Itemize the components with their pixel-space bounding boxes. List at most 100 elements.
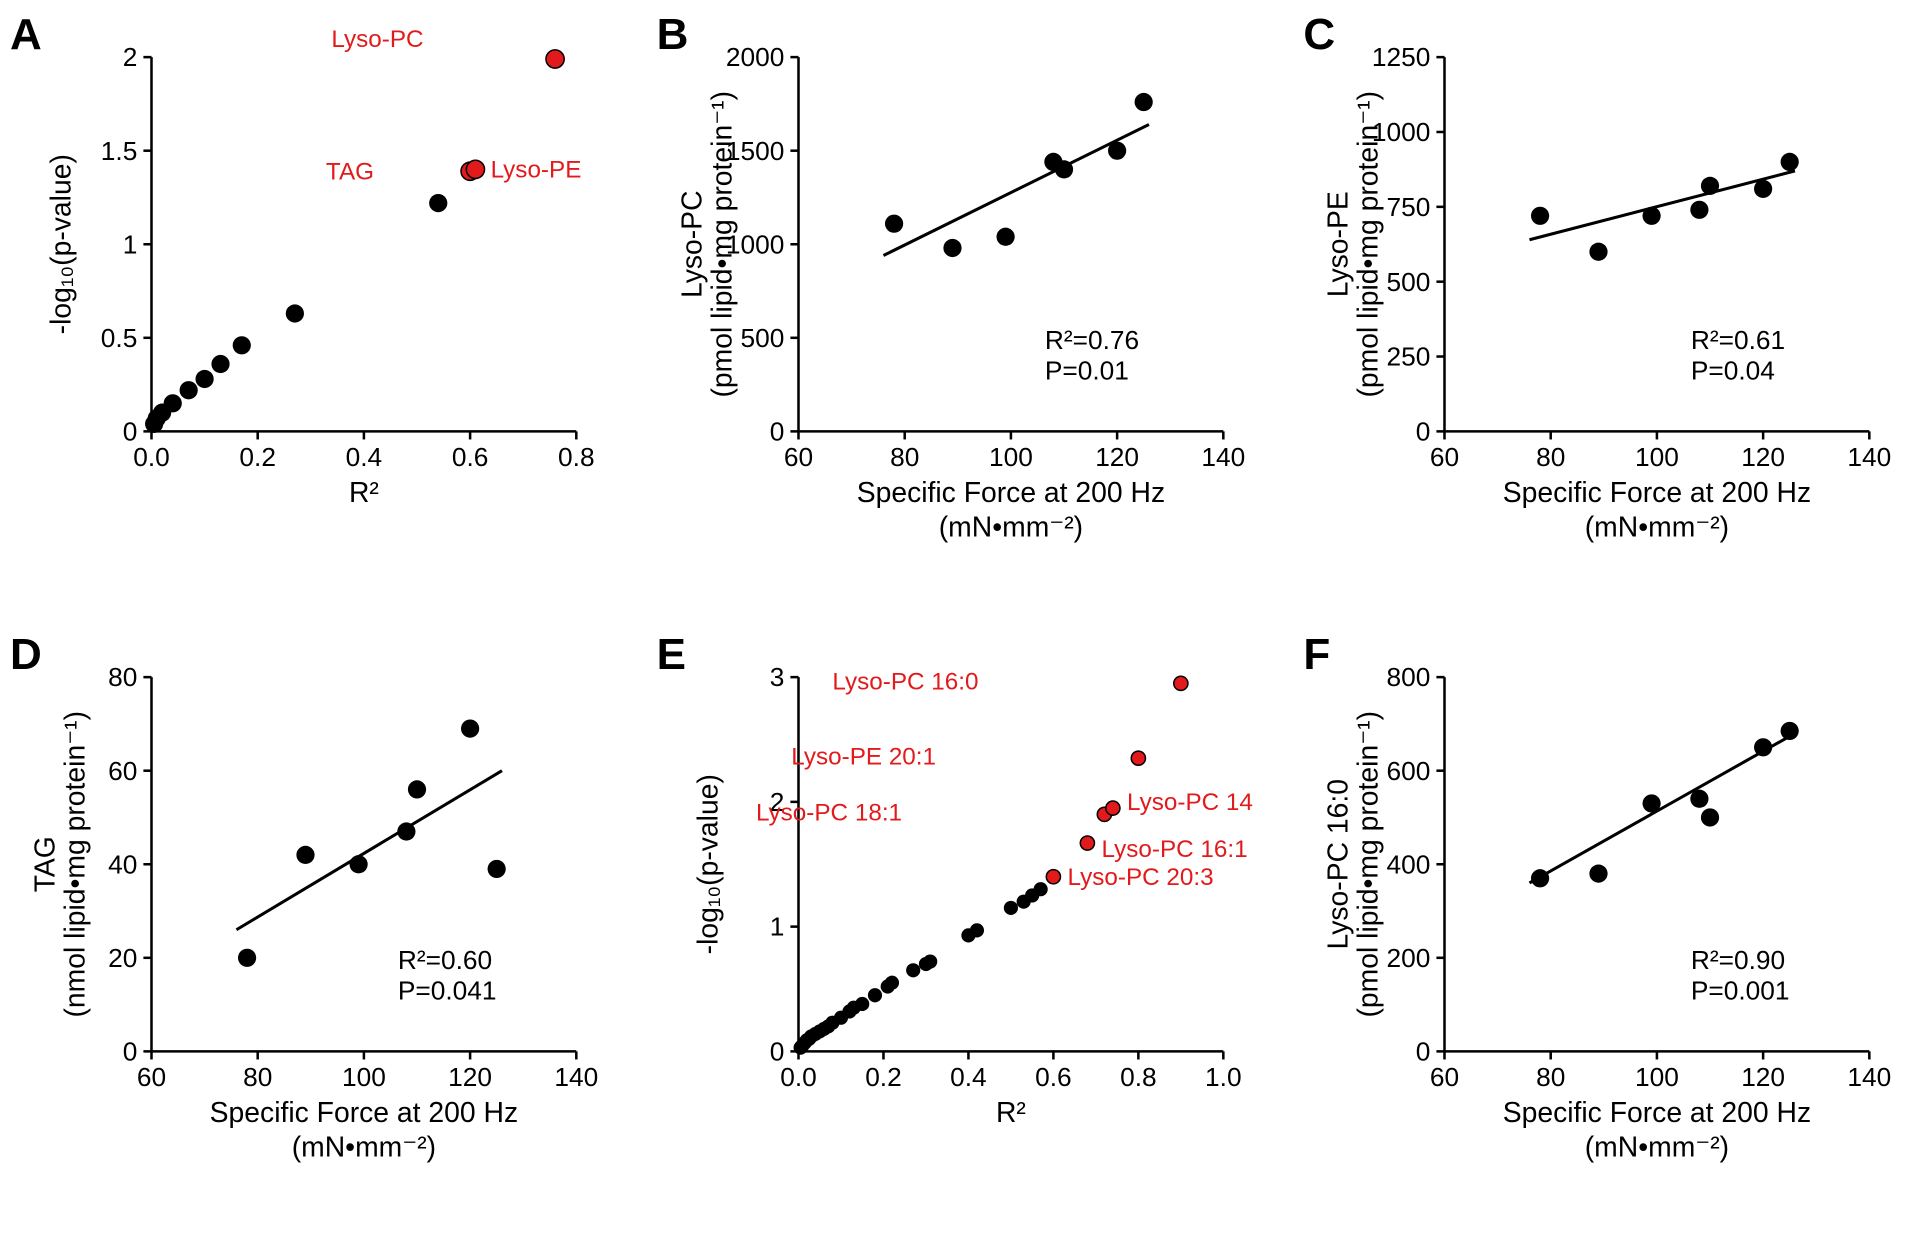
svg-text:100: 100 — [989, 442, 1033, 472]
svg-text:0.8: 0.8 — [558, 442, 595, 472]
panel-label-E: E — [657, 630, 686, 680]
svg-text:80: 80 — [108, 662, 137, 692]
svg-text:120: 120 — [1095, 442, 1139, 472]
panel-D: D 6080100120140020406080Specific Force a… — [20, 640, 607, 1220]
svg-text:1250: 1250 — [1372, 42, 1430, 72]
svg-text:R²: R² — [349, 477, 379, 509]
svg-text:1.5: 1.5 — [101, 136, 138, 166]
svg-text:P=0.01: P=0.01 — [1045, 355, 1129, 385]
svg-text:Specific Force at 200 Hz: Specific Force at 200 Hz — [210, 1097, 518, 1129]
chart-F: 60801001201400200400600800Specific Force… — [1313, 640, 1900, 1220]
panel-label-F: F — [1303, 630, 1330, 680]
svg-text:(mN•mm⁻²): (mN•mm⁻²) — [292, 1132, 436, 1164]
svg-text:-log₁₀(p-value): -log₁₀(p-value) — [46, 154, 78, 334]
svg-text:0.4: 0.4 — [950, 1062, 987, 1092]
svg-text:100: 100 — [1635, 442, 1679, 472]
svg-text:200: 200 — [1387, 943, 1431, 973]
svg-text:120: 120 — [1742, 442, 1786, 472]
svg-text:Lyso-PE 20:1: Lyso-PE 20:1 — [791, 743, 936, 770]
svg-text:Lyso-PE: Lyso-PE — [1323, 191, 1355, 297]
svg-text:Lyso-PC 20:3: Lyso-PC 20:3 — [1067, 864, 1213, 891]
svg-text:0.0: 0.0 — [780, 1062, 817, 1092]
svg-text:(nmol lipid•mg protein⁻¹): (nmol lipid•mg protein⁻¹) — [60, 711, 92, 1018]
svg-text:80: 80 — [1536, 1062, 1565, 1092]
svg-text:140: 140 — [554, 1062, 598, 1092]
svg-text:600: 600 — [1387, 756, 1431, 786]
svg-text:750: 750 — [1387, 192, 1431, 222]
svg-text:Lyso-PC 18:1: Lyso-PC 18:1 — [756, 799, 902, 826]
svg-text:Specific Force at 200 Hz: Specific Force at 200 Hz — [1503, 477, 1811, 509]
chart-A: 0.0 0.2 0.4 0.6 0.8 0 0.5 1 1.5 2 R² -log₁₀(p-value… — [20, 20, 607, 600]
svg-text:R²=0.76: R²=0.76 — [1045, 325, 1139, 355]
chart-E: 0.00.20.40.60.81.00123R²-log₁₀(p-value)L… — [667, 640, 1254, 1220]
svg-text:20: 20 — [108, 943, 137, 973]
chart-B: 60801001201400500100015002000Specific Fo… — [667, 20, 1254, 600]
svg-text:0: 0 — [123, 1036, 138, 1066]
svg-text:0: 0 — [769, 1036, 784, 1066]
svg-text:40: 40 — [108, 849, 137, 879]
svg-text:0: 0 — [1416, 416, 1431, 446]
svg-text:140: 140 — [1201, 442, 1245, 472]
svg-text:Lyso-PC 16:0: Lyso-PC 16:0 — [832, 668, 978, 695]
svg-text:(mN•mm⁻²): (mN•mm⁻²) — [1585, 1132, 1729, 1164]
svg-text:R²=0.60: R²=0.60 — [398, 945, 492, 975]
svg-text:R²=0.90: R²=0.90 — [1691, 945, 1785, 975]
svg-text:TAG: TAG — [29, 836, 61, 892]
chart-C: 6080100120140025050075010001250Specific … — [1313, 20, 1900, 600]
svg-text:1.0: 1.0 — [1205, 1062, 1242, 1092]
svg-text:Lyso-PC 14:0: Lyso-PC 14:0 — [1127, 789, 1254, 816]
svg-text:80: 80 — [890, 442, 919, 472]
svg-text:-log₁₀(p-value): -log₁₀(p-value) — [692, 774, 724, 954]
svg-text:0.2: 0.2 — [239, 442, 276, 472]
panel-F: F 60801001201400200400600800Specific For… — [1313, 640, 1900, 1220]
svg-text:140: 140 — [1848, 442, 1892, 472]
svg-text:(pmol lipid•mg protein⁻¹): (pmol lipid•mg protein⁻¹) — [1353, 91, 1385, 398]
svg-text:Lyso-PC 16:0: Lyso-PC 16:0 — [1323, 779, 1355, 949]
panel-label-A: A — [10, 10, 42, 60]
svg-text:2000: 2000 — [726, 42, 784, 72]
svg-text:2: 2 — [123, 42, 138, 72]
svg-text:(mN•mm⁻²): (mN•mm⁻²) — [938, 512, 1082, 544]
svg-text:Lyso-PC: Lyso-PC — [676, 190, 708, 298]
svg-text:Specific Force at 200 Hz: Specific Force at 200 Hz — [1503, 1097, 1811, 1129]
svg-text:Lyso-PE: Lyso-PE — [491, 156, 582, 183]
svg-text:60: 60 — [108, 756, 137, 786]
svg-text:60: 60 — [1430, 442, 1459, 472]
svg-text:120: 120 — [1742, 1062, 1786, 1092]
svg-text:P=0.04: P=0.04 — [1691, 355, 1775, 385]
svg-text:0.0: 0.0 — [133, 442, 170, 472]
svg-text:1: 1 — [769, 912, 784, 942]
svg-text:(pmol lipid•mg protein⁻¹): (pmol lipid•mg protein⁻¹) — [706, 91, 738, 398]
svg-text:800: 800 — [1387, 662, 1431, 692]
svg-text:(mN•mm⁻²): (mN•mm⁻²) — [1585, 512, 1729, 544]
svg-text:60: 60 — [137, 1062, 166, 1092]
panel-label-B: B — [657, 10, 689, 60]
svg-text:0: 0 — [1416, 1036, 1431, 1066]
svg-text:0.2: 0.2 — [865, 1062, 902, 1092]
panel-label-D: D — [10, 630, 42, 680]
svg-text:250: 250 — [1387, 342, 1431, 372]
panel-C: C 6080100120140025050075010001250Specifi… — [1313, 20, 1900, 600]
svg-text:P=0.001: P=0.001 — [1691, 975, 1790, 1005]
panel-B: B 60801001201400500100015002000Specific … — [667, 20, 1254, 600]
svg-text:120: 120 — [448, 1062, 492, 1092]
svg-text:R²: R² — [996, 1097, 1026, 1129]
svg-text:0.5: 0.5 — [101, 323, 138, 353]
panel-label-C: C — [1303, 10, 1335, 60]
svg-text:80: 80 — [1536, 442, 1565, 472]
svg-text:R²=0.61: R²=0.61 — [1691, 325, 1785, 355]
svg-text:140: 140 — [1848, 1062, 1892, 1092]
svg-text:0: 0 — [769, 416, 784, 446]
svg-text:0.8: 0.8 — [1120, 1062, 1157, 1092]
svg-text:Specific Force at 200 Hz: Specific Force at 200 Hz — [856, 477, 1164, 509]
svg-text:3: 3 — [769, 662, 784, 692]
svg-text:0: 0 — [123, 416, 138, 446]
svg-text:100: 100 — [1635, 1062, 1679, 1092]
svg-text:500: 500 — [740, 323, 784, 353]
panel-E: E 0.00.20.40.60.81.00123R²-log₁₀(p-value… — [667, 640, 1254, 1220]
svg-text:1: 1 — [123, 229, 138, 259]
svg-text:0.6: 0.6 — [452, 442, 489, 472]
svg-text:Lyso-PC: Lyso-PC — [331, 26, 423, 53]
figure-grid: A 0.00.20.40.60.800.511.52R²-log₁₀(p-val… — [20, 20, 1900, 1220]
svg-text:0.4: 0.4 — [346, 442, 383, 472]
